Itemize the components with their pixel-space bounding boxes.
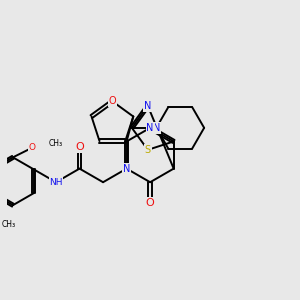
Text: S: S	[145, 145, 151, 155]
Text: O: O	[75, 142, 84, 152]
Text: O: O	[146, 198, 154, 208]
Text: N: N	[146, 123, 154, 133]
Text: O: O	[28, 143, 35, 152]
Text: N: N	[123, 164, 130, 174]
Text: NH: NH	[49, 178, 63, 187]
Text: CH₃: CH₃	[2, 220, 16, 229]
Text: N: N	[153, 123, 160, 133]
Text: CH₃: CH₃	[49, 139, 63, 148]
Text: N: N	[144, 101, 152, 111]
Text: O: O	[109, 96, 116, 106]
